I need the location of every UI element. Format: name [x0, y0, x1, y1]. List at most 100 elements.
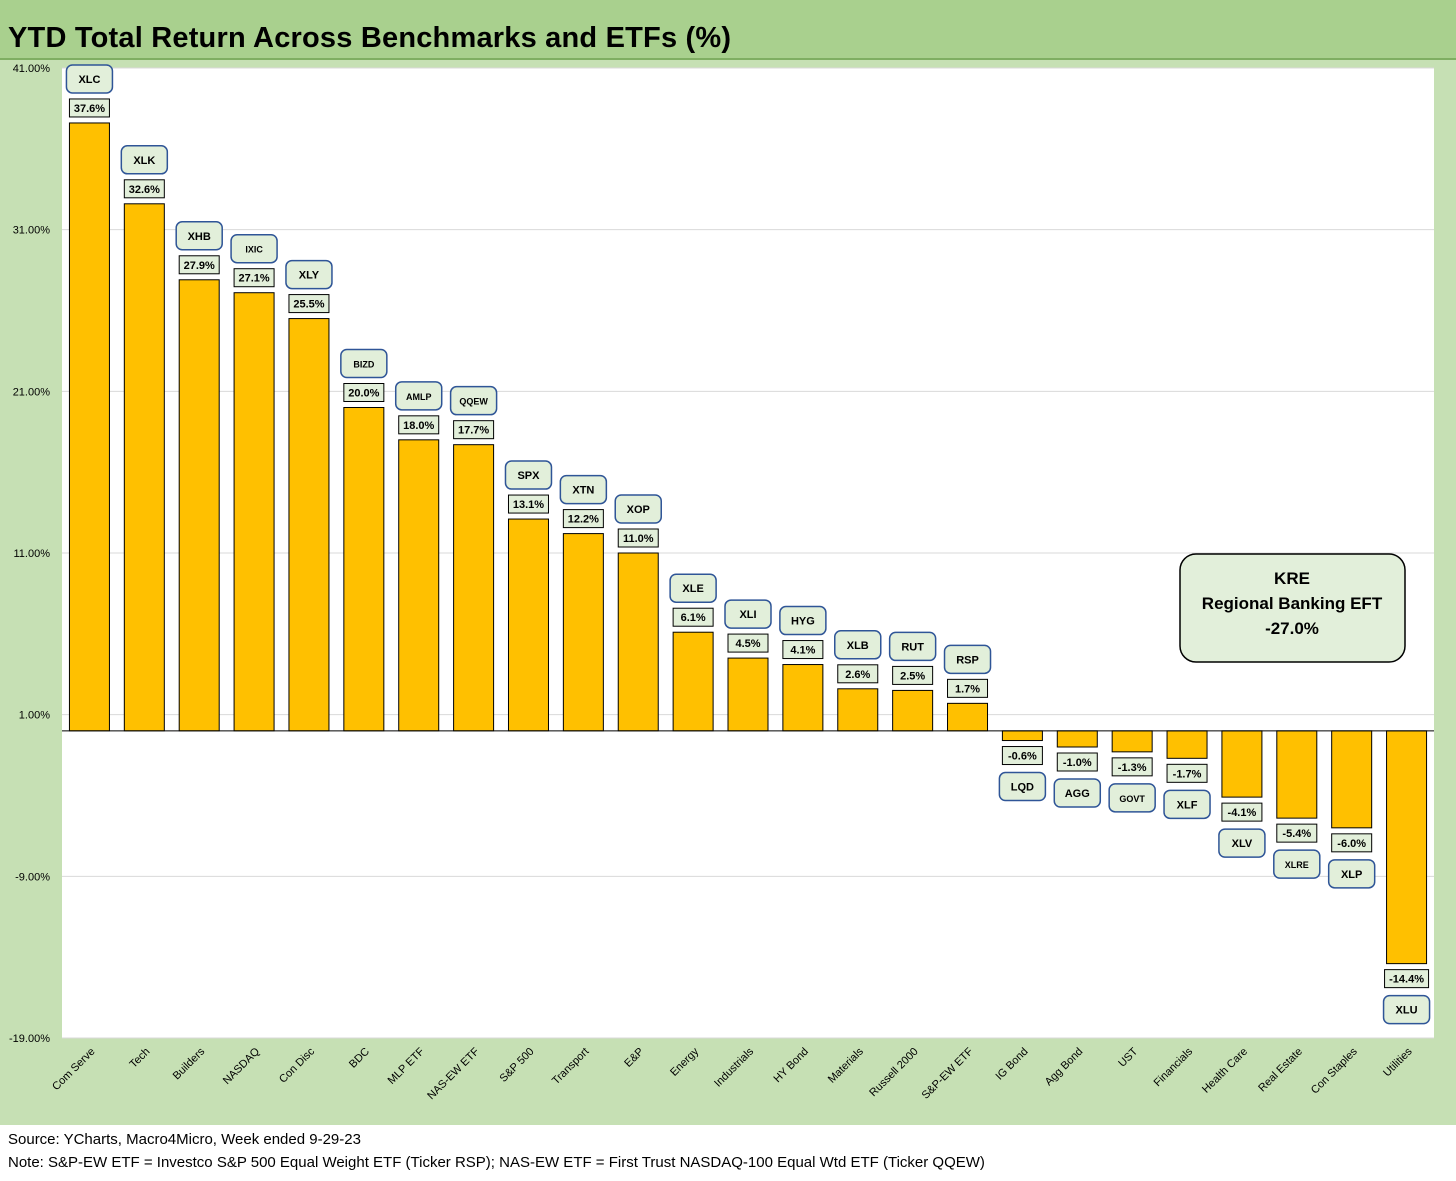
- category-label: Agg Bond: [1043, 1046, 1086, 1089]
- data-label: 11.0%: [617, 528, 659, 548]
- y-tick-label: -19.00%: [9, 1033, 50, 1045]
- svg-text:-4.1%: -4.1%: [1228, 807, 1257, 819]
- data-label: 25.5%: [288, 294, 330, 314]
- svg-text:XLRE: XLRE: [1285, 860, 1309, 870]
- category-label: S&P-EW ETF: [920, 1045, 976, 1101]
- bar: [1386, 730, 1428, 965]
- category-label: Russell 2000: [867, 1046, 920, 1099]
- category-label: Tech: [128, 1046, 153, 1071]
- bar: [398, 439, 440, 732]
- bar: [178, 279, 220, 732]
- footer: Source: YCharts, Macro4Micro, Week ended…: [0, 1125, 1456, 1181]
- data-label: -14.4%: [1384, 969, 1430, 989]
- data-label: 6.1%: [672, 607, 714, 627]
- category-label: Materials: [826, 1045, 866, 1085]
- bar: [453, 444, 495, 732]
- bar: [68, 122, 110, 732]
- svg-text:4.5%: 4.5%: [735, 638, 760, 650]
- bar: [1166, 730, 1208, 759]
- svg-text:-5.4%: -5.4%: [1282, 828, 1311, 840]
- svg-text:27.1%: 27.1%: [238, 273, 269, 285]
- ticker-label: RSP: [943, 644, 992, 675]
- ticker-label: GOVT: [1108, 783, 1156, 813]
- data-label: 4.1%: [782, 640, 824, 660]
- svg-text:-1.0%: -1.0%: [1063, 757, 1092, 769]
- svg-text:2.5%: 2.5%: [900, 670, 925, 682]
- bar: [123, 203, 165, 732]
- svg-text:IXIC: IXIC: [245, 245, 263, 255]
- ticker-label: IXIC: [230, 233, 278, 264]
- svg-text:11.0%: 11.0%: [623, 533, 654, 545]
- svg-text:XLK: XLK: [133, 155, 155, 167]
- data-label: 18.0%: [398, 415, 440, 435]
- ticker-label: XLV: [1218, 828, 1266, 858]
- kre-callout: KRE Regional Banking EFT -27.0%: [1179, 553, 1406, 663]
- data-label: 20.0%: [343, 383, 385, 402]
- svg-text:-0.6%: -0.6%: [1008, 751, 1037, 763]
- data-label: -5.4%: [1276, 823, 1318, 843]
- ticker-label: XHB: [175, 221, 223, 251]
- category-label: Energy: [668, 1045, 701, 1078]
- svg-text:1.7%: 1.7%: [955, 683, 980, 695]
- category-label: E&P: [622, 1046, 646, 1070]
- bar: [1276, 730, 1318, 819]
- svg-text:18.0%: 18.0%: [403, 420, 434, 432]
- category-label: Real Estate: [1256, 1046, 1305, 1095]
- bar: [782, 664, 824, 732]
- svg-text:XTN: XTN: [572, 485, 594, 497]
- y-tick-label: 21.00%: [13, 386, 51, 398]
- bar: [617, 552, 659, 732]
- bar: [562, 533, 604, 732]
- data-label: 4.5%: [727, 633, 769, 653]
- category-label: NAS-EW ETF: [425, 1045, 482, 1102]
- callout-name: Regional Banking EFT: [1202, 594, 1383, 613]
- svg-text:XLP: XLP: [1341, 869, 1362, 881]
- y-tick-label: 41.00%: [13, 63, 51, 75]
- callout-value: -27.0%: [1265, 619, 1319, 638]
- svg-text:13.1%: 13.1%: [513, 499, 544, 511]
- category-label: Con Disc: [277, 1045, 317, 1085]
- bar: [947, 702, 989, 732]
- svg-text:-6.0%: -6.0%: [1337, 838, 1366, 850]
- data-label: 27.1%: [233, 268, 275, 288]
- ticker-label: XLE: [669, 573, 717, 603]
- svg-text:BIZD: BIZD: [353, 360, 374, 370]
- svg-text:-1.7%: -1.7%: [1173, 768, 1202, 780]
- title-bar: YTD Total Return Across Benchmarks and E…: [0, 0, 1456, 60]
- bar: [1056, 730, 1098, 748]
- data-label: 1.7%: [947, 678, 989, 698]
- data-label: 17.7%: [453, 420, 495, 440]
- svg-text:37.6%: 37.6%: [74, 103, 105, 115]
- footnote: Note: S&P-EW ETF = Investco S&P 500 Equa…: [8, 1154, 985, 1171]
- ticker-label: XLC: [65, 64, 114, 94]
- ticker-label: LQD: [998, 771, 1047, 802]
- category-label: NASDAQ: [221, 1045, 263, 1087]
- y-tick-label: 31.00%: [13, 225, 51, 237]
- y-tick-label: 11.00%: [14, 548, 51, 560]
- data-label: -6.0%: [1331, 833, 1373, 853]
- svg-text:XLE: XLE: [682, 583, 703, 595]
- svg-text:XOP: XOP: [627, 504, 650, 516]
- svg-text:6.1%: 6.1%: [681, 612, 706, 624]
- category-label: Builders: [171, 1045, 208, 1082]
- data-label: 2.5%: [892, 665, 934, 685]
- data-label: -1.3%: [1111, 757, 1153, 777]
- data-label: 27.9%: [178, 255, 220, 275]
- svg-text:LQD: LQD: [1011, 782, 1034, 794]
- source-note: Source: YCharts, Macro4Micro, Week ended…: [8, 1131, 361, 1148]
- svg-text:2.6%: 2.6%: [845, 669, 870, 681]
- category-label: IG Bond: [993, 1046, 1030, 1083]
- data-label: -1.7%: [1166, 763, 1208, 783]
- ticker-label: HYG: [779, 605, 827, 636]
- bar-chart: 41.00% 31.00% 21.00% 11.00% 1.00% -9.00% -19.0…: [9, 63, 1434, 1102]
- ticker-label: XLU: [1382, 994, 1431, 1025]
- bar: [1331, 730, 1373, 829]
- data-label: -4.1%: [1221, 802, 1263, 822]
- y-tick-label: 1.00%: [19, 710, 50, 722]
- svg-text:AMLP: AMLP: [406, 392, 432, 402]
- svg-text:12.2%: 12.2%: [568, 514, 599, 526]
- svg-text:QQEW: QQEW: [459, 397, 488, 407]
- svg-text:XLF: XLF: [1177, 799, 1198, 811]
- ticker-label: BIZD: [340, 348, 388, 379]
- svg-text:XLV: XLV: [1232, 838, 1253, 850]
